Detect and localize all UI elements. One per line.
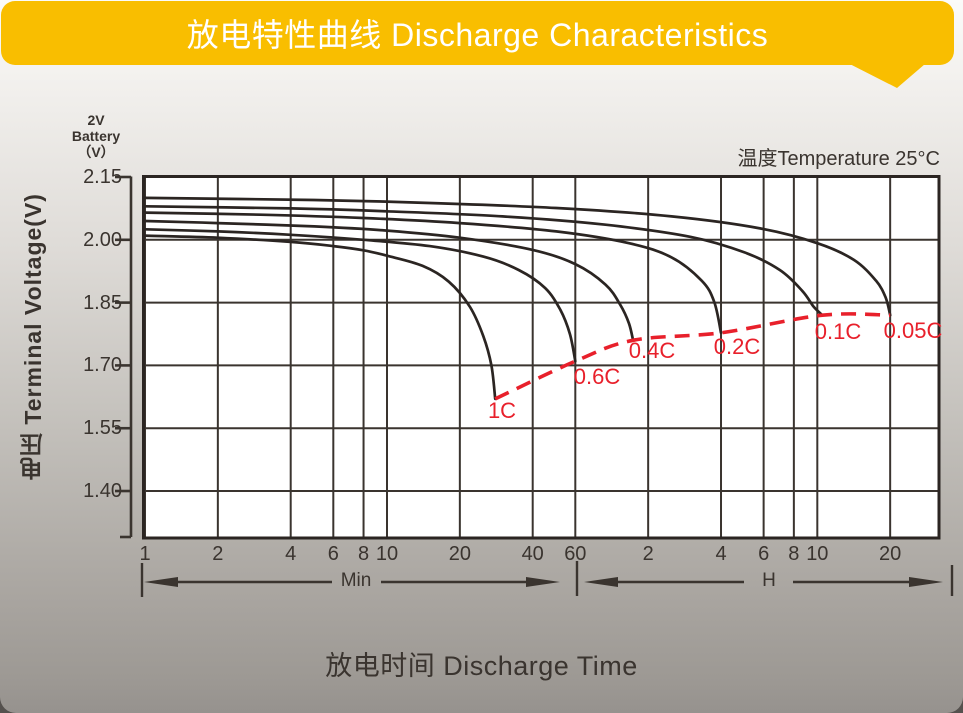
discharge-curve-0.2C xyxy=(143,211,723,335)
arrow-left-icon xyxy=(584,577,618,587)
discharge-curve-1C xyxy=(143,234,497,401)
discharge-curve-0.6C xyxy=(143,227,577,363)
cutoff-locus-line xyxy=(494,312,891,401)
discharge-curve-0.4C xyxy=(143,219,635,342)
discharge-curve-0.1C xyxy=(143,204,824,317)
banner-tail-icon xyxy=(838,58,932,88)
time-range-arrows xyxy=(140,561,954,597)
discharge-curve-0.05C xyxy=(143,196,892,317)
arrow-right-icon xyxy=(909,577,943,587)
page-title: 放电特性曲线 Discharge Characteristics xyxy=(186,17,769,53)
title-banner: 放电特性曲线 Discharge Characteristics xyxy=(1,1,954,65)
arrow-left-icon xyxy=(144,577,178,587)
plot-area xyxy=(143,176,939,538)
arrow-right-icon xyxy=(526,577,560,587)
plot-border xyxy=(142,175,941,540)
